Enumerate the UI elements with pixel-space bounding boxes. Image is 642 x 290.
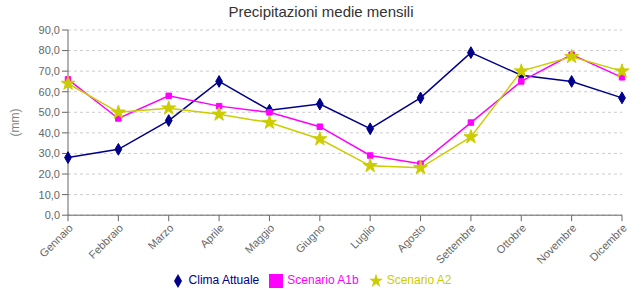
html-text:Clima Attuale: Clima Attuale	[188, 273, 260, 288]
html-text:Precipitazioni medie mensili: Precipitazioni medie mensili	[228, 3, 414, 20]
svg-text:Luglio: Luglio	[348, 222, 377, 251]
svg-text:Dicembre: Dicembre	[587, 222, 629, 264]
svg-text:Aprile: Aprile	[198, 222, 226, 250]
svg-text:10,0: 10,0	[39, 189, 60, 201]
svg-text:20,0: 20,0	[39, 168, 60, 180]
svg-text:Settembre: Settembre	[433, 222, 477, 266]
svg-text:Marzo: Marzo	[146, 222, 176, 252]
svg-text:90,0: 90,0	[39, 24, 60, 36]
svg-text:Giugno: Giugno	[293, 222, 327, 256]
svg-text:Agosto: Agosto	[395, 222, 428, 255]
svg-text:(mm): (mm)	[8, 109, 22, 137]
svg-text:Ottobre: Ottobre	[494, 222, 528, 256]
svg-text:40,0: 40,0	[39, 127, 60, 139]
svg-text:Febbraio: Febbraio	[86, 222, 125, 261]
html-text:Scenario A1b: Scenario A1b	[287, 273, 359, 288]
html-text:Scenario A2: Scenario A2	[386, 273, 452, 288]
svg-text:60,0: 60,0	[39, 86, 60, 98]
svg-text:80,0: 80,0	[39, 44, 60, 56]
svg-text:Gennaio: Gennaio	[37, 222, 75, 260]
svg-text:0,0: 0,0	[45, 209, 60, 221]
svg-text:50,0: 50,0	[39, 106, 60, 118]
svg-text:Novembre: Novembre	[534, 222, 578, 266]
svg-text:30,0: 30,0	[39, 147, 60, 159]
svg-text:Maggio: Maggio	[242, 222, 276, 256]
svg-text:70,0: 70,0	[39, 65, 60, 77]
